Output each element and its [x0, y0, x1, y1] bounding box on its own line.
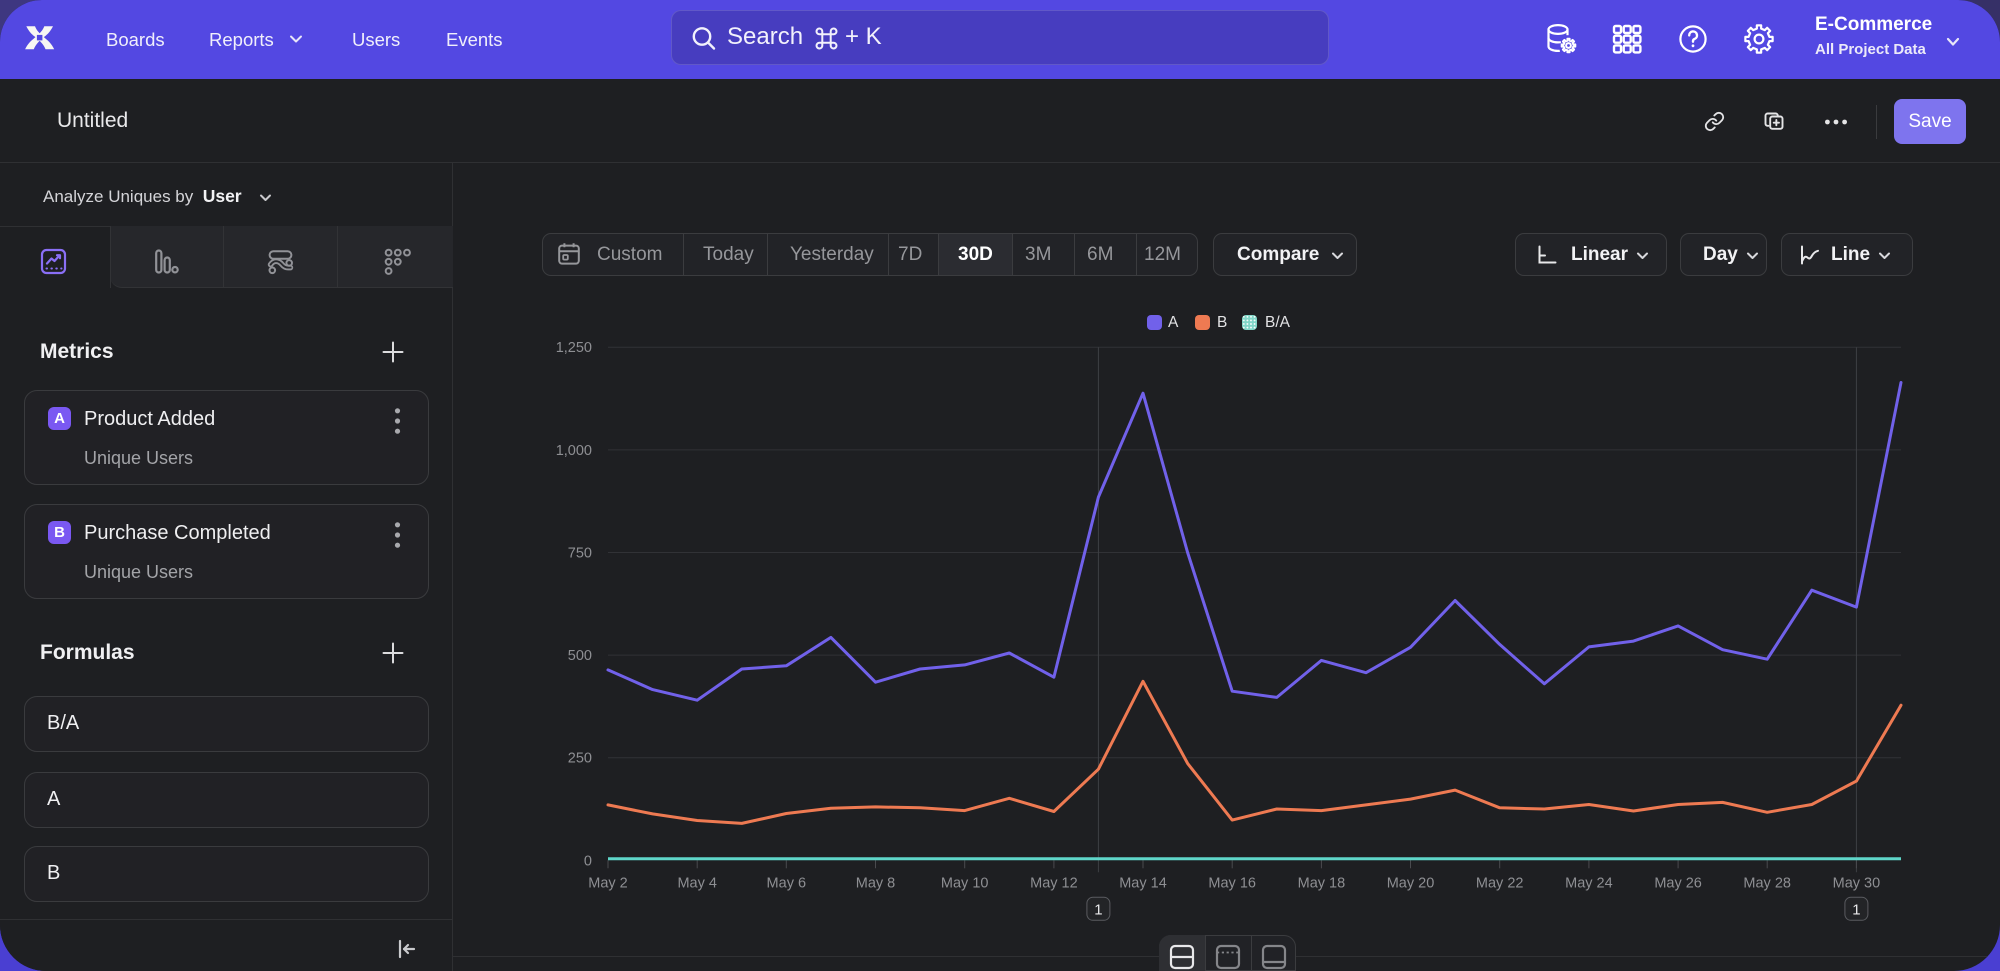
svg-text:500: 500 [568, 648, 592, 664]
svg-text:May 26: May 26 [1654, 875, 1702, 891]
svg-text:1,000: 1,000 [556, 443, 592, 459]
svg-text:May 12: May 12 [1030, 875, 1078, 891]
svg-text:1: 1 [1094, 901, 1102, 918]
svg-text:May 6: May 6 [767, 875, 807, 891]
svg-text:May 24: May 24 [1565, 875, 1613, 891]
svg-text:1,250: 1,250 [556, 340, 592, 356]
svg-text:May 8: May 8 [856, 875, 896, 891]
svg-text:May 4: May 4 [677, 875, 717, 891]
svg-text:May 14: May 14 [1119, 875, 1167, 891]
svg-text:May 10: May 10 [941, 875, 989, 891]
svg-text:May 2: May 2 [588, 875, 628, 891]
svg-text:May 20: May 20 [1387, 875, 1435, 891]
svg-text:0: 0 [584, 853, 592, 869]
svg-text:May 22: May 22 [1476, 875, 1524, 891]
svg-text:750: 750 [568, 546, 592, 562]
svg-text:May 28: May 28 [1743, 875, 1791, 891]
svg-text:May 30: May 30 [1833, 875, 1881, 891]
svg-text:1: 1 [1852, 901, 1860, 918]
svg-text:250: 250 [568, 751, 592, 767]
svg-text:May 16: May 16 [1208, 875, 1256, 891]
svg-text:May 18: May 18 [1298, 875, 1346, 891]
